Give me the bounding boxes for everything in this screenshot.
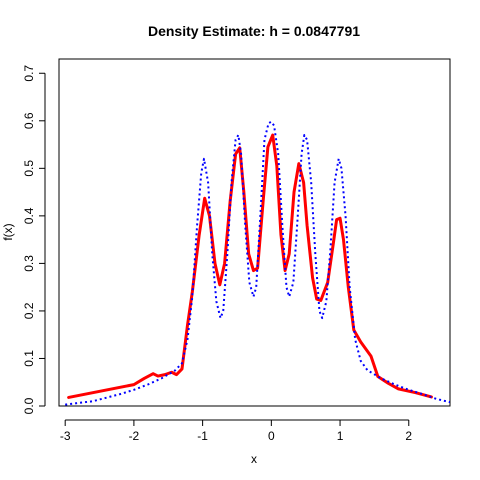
series-dotted-line bbox=[65, 120, 450, 406]
series-layer bbox=[65, 120, 450, 406]
series-solid-line bbox=[67, 133, 433, 399]
y-tick-label: 0.0 bbox=[22, 397, 36, 414]
y-tick-label: 0.1 bbox=[22, 350, 36, 367]
x-tick-label: 2 bbox=[405, 429, 412, 443]
y-axis: 0.0 0.1 0.2 0.3 0.4 0.5 0.6 0.7 bbox=[22, 65, 46, 414]
chart-title: Density Estimate: h = 0.0847791 bbox=[148, 23, 360, 39]
x-axis: -3 -2 -1 0 1 2 bbox=[60, 419, 412, 443]
y-axis-label: f(x) bbox=[1, 223, 15, 240]
y-tick-label: 0.2 bbox=[22, 302, 36, 319]
y-tick-label: 0.5 bbox=[22, 160, 36, 177]
y-tick-label: 0.4 bbox=[22, 207, 36, 224]
x-tick-label: -3 bbox=[60, 429, 71, 443]
x-tick-label: 0 bbox=[268, 429, 275, 443]
y-tick-label: 0.6 bbox=[22, 112, 36, 129]
y-tick-label: 0.7 bbox=[22, 65, 36, 82]
plot-area-border bbox=[58, 58, 451, 407]
y-tick-label: 0.3 bbox=[22, 255, 36, 272]
x-tick-label: -2 bbox=[129, 429, 140, 443]
x-axis-label: x bbox=[251, 452, 257, 466]
x-tick-label: 1 bbox=[337, 429, 344, 443]
x-tick-label: -1 bbox=[197, 429, 208, 443]
